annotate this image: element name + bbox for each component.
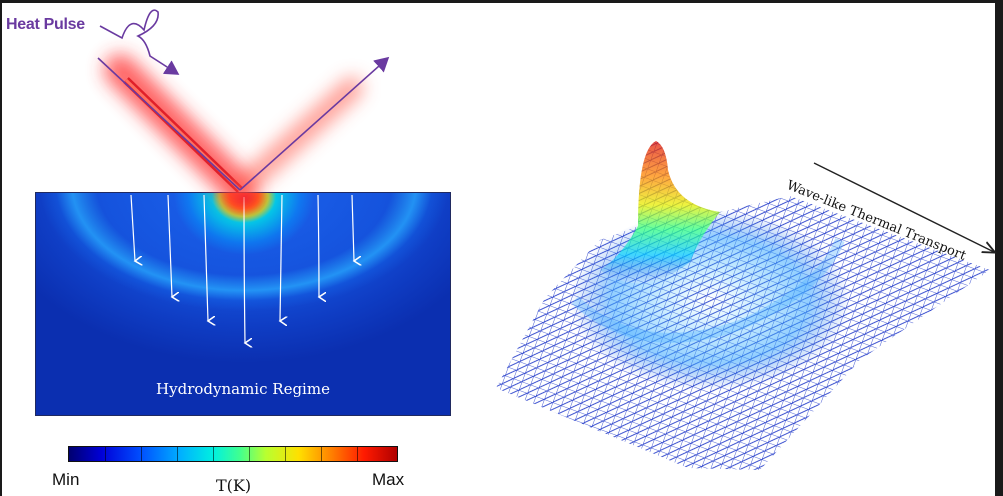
colorbar-min-label: Min bbox=[52, 470, 80, 489]
colorbar-tick bbox=[141, 447, 142, 461]
colorbar-tick bbox=[213, 447, 214, 461]
colorbar-tick bbox=[105, 447, 106, 461]
flux-arrow bbox=[280, 194, 282, 321]
right-border bbox=[995, 0, 1003, 496]
colorbar-tick bbox=[285, 447, 286, 461]
flux-arrow bbox=[317, 194, 319, 297]
wave-transport-label: Wave-like Thermal Transport bbox=[784, 178, 969, 264]
hydrodynamic-regime-panel: Hydrodynamic Regime bbox=[35, 192, 451, 416]
pulse-squiggle-icon bbox=[99, 9, 180, 75]
colorbar-tick bbox=[357, 447, 358, 461]
colorbar-tick bbox=[321, 447, 322, 461]
flux-arrow bbox=[351, 194, 354, 261]
wave-surface-mesh bbox=[496, 141, 990, 470]
heat-flux-arrows bbox=[130, 194, 450, 415]
colorbar-max-label: Max bbox=[372, 470, 405, 489]
flux-arrow bbox=[167, 194, 172, 297]
flux-arrow bbox=[243, 196, 245, 343]
temperature-colorbar bbox=[68, 446, 398, 462]
reflected-beam bbox=[231, 77, 363, 199]
regime-label: Hydrodynamic Regime bbox=[156, 380, 330, 398]
flux-arrow bbox=[203, 194, 208, 321]
reflected-ray bbox=[239, 56, 390, 191]
top-border bbox=[0, 0, 1003, 3]
incident-ray bbox=[97, 57, 241, 191]
incident-beam bbox=[104, 54, 256, 206]
colorbar-title: T(K) bbox=[216, 476, 252, 495]
left-border bbox=[0, 0, 2, 496]
colorbar-tick bbox=[177, 447, 178, 461]
flux-arrow bbox=[130, 194, 135, 261]
colorbar-tick bbox=[249, 447, 250, 461]
heat-pulse-label: Heat Pulse bbox=[6, 16, 85, 33]
